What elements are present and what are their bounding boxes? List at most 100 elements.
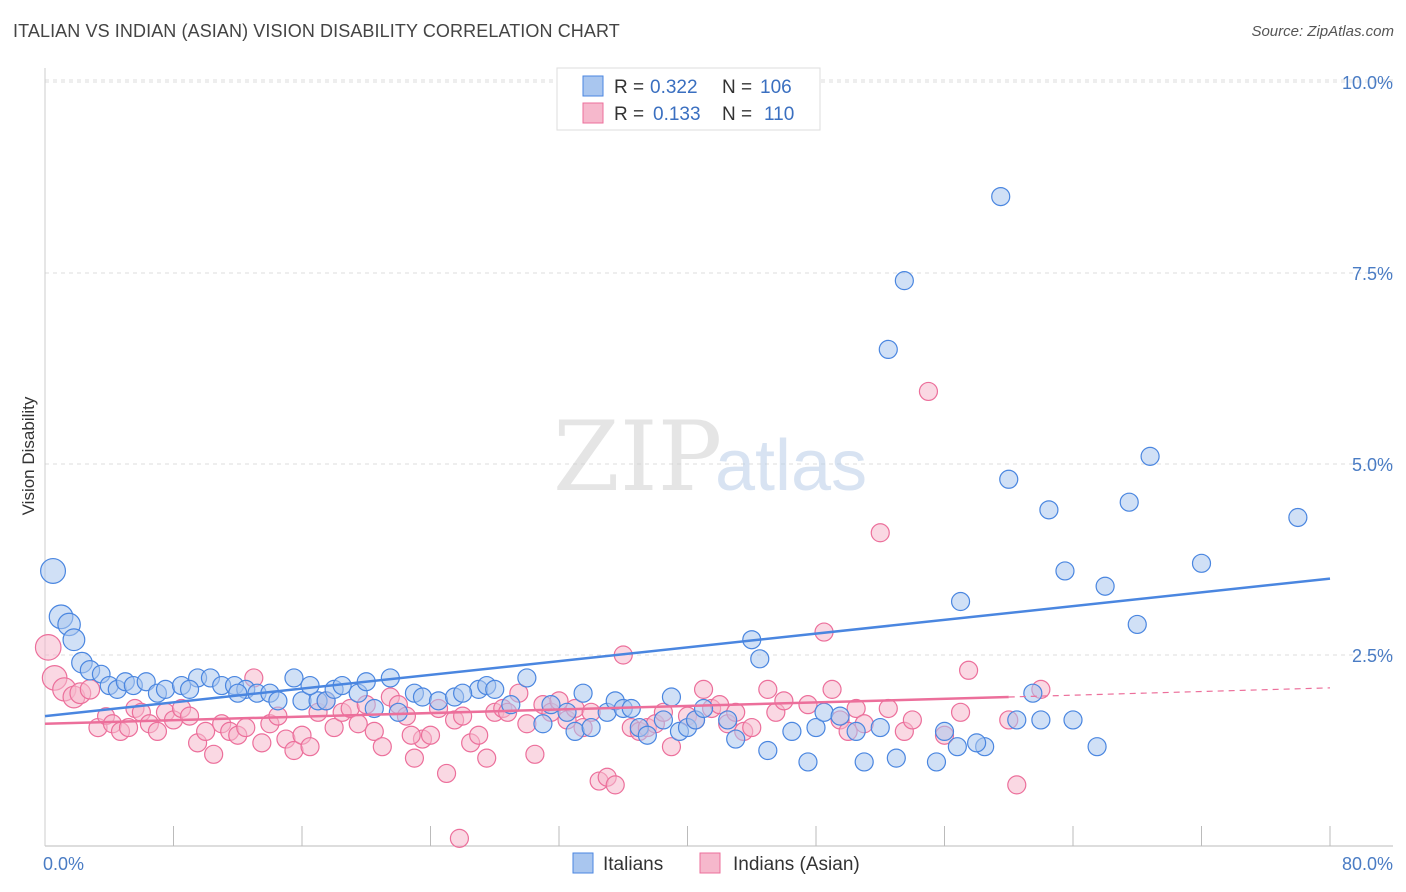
x-tick-marks (173, 826, 1331, 846)
indian-point-77 (661, 737, 682, 757)
x-tick-label-max: 80.0% (1342, 854, 1393, 874)
italian-point-73 (886, 748, 906, 768)
italian-point-32 (388, 702, 408, 722)
italian-point-46 (573, 683, 593, 703)
italian-point-91 (1127, 614, 1147, 635)
italian-point-45 (565, 721, 585, 742)
chart-source: Source: ZipAtlas.com (1251, 23, 1394, 40)
indian-point-104 (958, 660, 979, 680)
italian-point-59 (693, 698, 714, 719)
indian-point-106 (1007, 775, 1027, 795)
bottom-legend-label-indians: Indians (Asian) (733, 854, 860, 875)
italian-point-86 (1055, 561, 1075, 581)
y-axis-label: Vision Disability (19, 396, 38, 515)
italian-point-35 (428, 691, 449, 711)
trend-line-indians (44, 695, 1009, 726)
indian-point-27 (252, 733, 272, 753)
watermark-atlas: atlas (715, 426, 867, 506)
italian-point-60 (718, 710, 738, 730)
indian-point-46 (404, 748, 425, 768)
italian-point-75 (926, 752, 947, 772)
italian-point-61 (726, 729, 746, 749)
bottom-legend-label-italians: Italians (603, 854, 663, 875)
indian-point-87 (758, 679, 778, 699)
italian-point-74 (894, 271, 914, 291)
indian-point-101 (918, 381, 939, 402)
italian-point-82 (1007, 710, 1027, 730)
italian-point-77 (947, 737, 967, 757)
italian-point-63 (750, 649, 770, 669)
italian-point-34 (412, 687, 433, 707)
indian-point-0 (34, 633, 62, 661)
italian-point-78 (950, 591, 971, 612)
italian-point-0 (40, 557, 67, 584)
indian-point-21 (204, 744, 224, 764)
indian-point-18 (179, 706, 200, 726)
italian-point-3 (62, 628, 86, 652)
indian-point-48 (420, 725, 441, 745)
indian-point-92 (822, 679, 842, 699)
legend-swatch-italians (582, 75, 604, 97)
legend-r-value-2: 0.133 (653, 104, 701, 125)
italian-point-47 (581, 717, 601, 738)
italian-point-67 (814, 702, 834, 722)
legend-swatch-indians (582, 102, 604, 124)
italian-point-64 (758, 740, 778, 761)
watermark: ZIP atlas (553, 401, 867, 513)
italian-point-13 (155, 679, 176, 699)
italian-point-76 (934, 721, 955, 742)
italian-point-69 (846, 721, 866, 742)
indian-point-60 (525, 744, 545, 764)
italian-point-89 (1095, 576, 1115, 596)
indian-point-97 (870, 523, 890, 543)
y-tick-label-0: 2.5% (1352, 646, 1393, 666)
italian-point-39 (485, 679, 505, 699)
trend-lines (44, 577, 1331, 726)
legend-n-label-2: N = (722, 104, 752, 125)
trend-line-indians-extension (1008, 687, 1331, 698)
italian-point-66 (806, 717, 826, 738)
italian-point-101 (179, 679, 200, 699)
trend-line-italians (44, 577, 1331, 718)
indian-point-54 (469, 725, 489, 745)
y-tick-label-2: 7.5% (1352, 264, 1393, 284)
watermark-zip: ZIP (553, 401, 722, 513)
italian-point-11 (136, 672, 156, 692)
y-tick-label-1: 5.0% (1352, 455, 1393, 475)
legend-n-value-1: 106 (760, 77, 792, 98)
y-tick-label-3: 10.0% (1342, 73, 1393, 93)
indian-point-95 (846, 698, 866, 719)
points-italians (40, 187, 1308, 772)
legend-n-value-2: 110 (764, 104, 794, 125)
italian-point-22 (268, 691, 288, 711)
italian-point-84 (1031, 710, 1051, 730)
indian-point-20 (196, 721, 216, 742)
italian-point-44 (557, 702, 577, 722)
indian-point-39 (348, 714, 368, 734)
indian-point-5 (79, 679, 101, 700)
italian-point-80 (991, 187, 1011, 207)
axes (44, 68, 1393, 847)
chart-title: ITALIAN VS INDIAN (ASIAN) VISION DISABIL… (13, 21, 620, 41)
indian-point-41 (364, 721, 384, 742)
italian-point-102 (228, 683, 248, 703)
indian-point-98 (878, 698, 898, 719)
indian-point-89 (774, 691, 794, 711)
indian-point-59 (517, 714, 537, 734)
indian-point-42 (372, 737, 392, 757)
indian-point-109 (401, 725, 421, 745)
italian-point-70 (854, 752, 874, 772)
italian-point-71 (870, 717, 890, 738)
indian-point-25 (236, 717, 256, 738)
grid-lines (45, 79, 1393, 656)
indian-point-55 (477, 748, 497, 768)
italian-point-92 (1140, 446, 1160, 466)
italian-point-42 (533, 714, 553, 734)
indian-point-100 (902, 710, 922, 730)
italian-point-55 (661, 687, 682, 707)
italian-point-54 (653, 710, 674, 730)
italian-point-40 (501, 695, 521, 715)
italian-point-68 (830, 706, 850, 726)
points-indians (34, 381, 1051, 848)
italian-point-72 (878, 339, 898, 359)
